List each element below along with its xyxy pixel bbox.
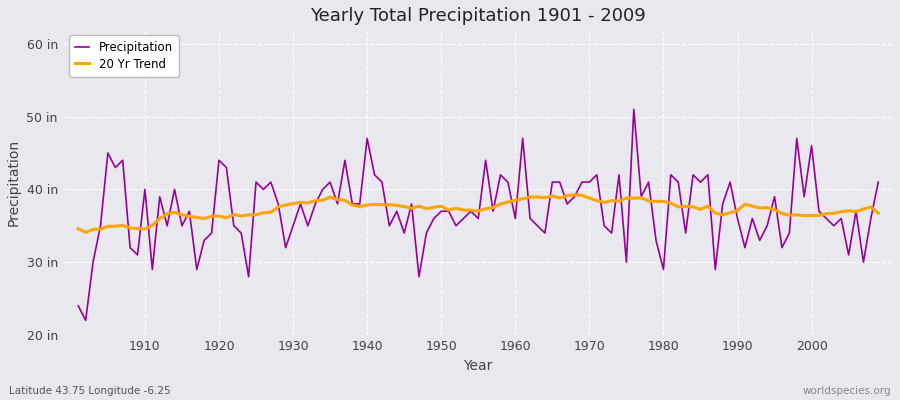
Text: Latitude 43.75 Longitude -6.25: Latitude 43.75 Longitude -6.25: [9, 386, 171, 396]
20 Yr Trend: [614, 199, 625, 204]
Precipitation: [510, 216, 521, 221]
Legend: Precipitation, 20 Yr Trend: Precipitation, 20 Yr Trend: [69, 35, 179, 76]
20 Yr Trend: [518, 196, 528, 201]
20 Yr Trend: [346, 203, 357, 208]
20 Yr Trend: [140, 226, 150, 231]
Text: worldspecies.org: worldspecies.org: [803, 386, 891, 396]
20 Yr Trend: [510, 198, 521, 203]
20 Yr Trend: [302, 200, 313, 205]
20 Yr Trend: [873, 211, 884, 216]
Precipitation: [302, 223, 313, 228]
X-axis label: Year: Year: [464, 359, 493, 373]
Precipitation: [140, 187, 150, 192]
Precipitation: [73, 304, 84, 308]
Title: Yearly Total Precipitation 1901 - 2009: Yearly Total Precipitation 1901 - 2009: [310, 7, 646, 25]
Line: Precipitation: Precipitation: [78, 109, 878, 320]
Precipitation: [607, 231, 617, 236]
Precipitation: [873, 180, 884, 184]
Precipitation: [346, 202, 357, 206]
Precipitation: [628, 107, 639, 112]
20 Yr Trend: [80, 230, 91, 235]
20 Yr Trend: [569, 192, 580, 197]
Y-axis label: Precipitation: Precipitation: [7, 138, 21, 226]
Line: 20 Yr Trend: 20 Yr Trend: [78, 195, 878, 232]
Precipitation: [80, 318, 91, 323]
Precipitation: [518, 136, 528, 141]
20 Yr Trend: [73, 226, 84, 231]
